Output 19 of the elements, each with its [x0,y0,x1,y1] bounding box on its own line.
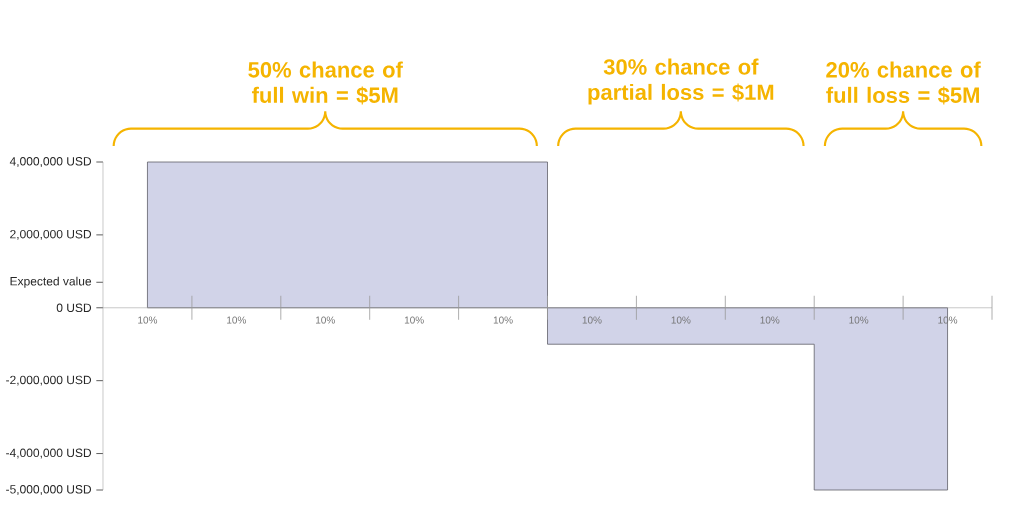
text: 30% chance of partial loss = $1M [588,58,774,105]
x-tick-label: 10% [582,316,602,324]
x-tick-label: 10% [849,316,869,324]
x-tick-label: 10% [671,316,691,324]
x-tick-label: 10% [227,316,246,324]
x-tick-label: 10% [493,316,513,324]
y-tick-label: 2,000,000 USD [10,229,92,240]
y-tick-label: -4,000,000 USD [6,448,92,459]
text: 50% chance of full win = $5M [248,61,403,105]
y-tick-label: -2,000,000 USD [6,375,92,386]
y-tick-label: Expected value [10,276,92,288]
x-tick-label: 10% [404,316,424,324]
y-tick-label: 4,000,000 USD [9,157,92,167]
x-tick-label: 10% [138,316,158,324]
text: 20% chance of full loss = $5M [826,61,981,105]
x-tick-label: 10% [316,316,335,324]
x-tick-label: 10% [760,316,780,324]
y-tick-label: -5,000,000 USD [6,485,92,495]
y-tick-label: 0 USD [56,303,92,313]
